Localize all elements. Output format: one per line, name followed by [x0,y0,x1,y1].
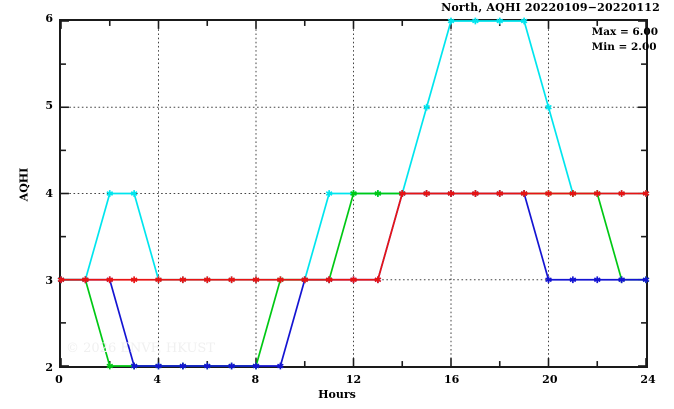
x-tick-label: 16 [444,373,460,386]
y-tick-label: 5 [45,99,53,113]
x-tick-label: 4 [153,373,161,386]
legend-min: Min = 2.00 [591,41,657,53]
x-tick-label: 12 [345,373,362,386]
y-tick-label: 6 [45,12,53,25]
y-tick-label: 4 [45,186,53,200]
x-tick-label: 24 [640,373,656,386]
legend-box: Max = 6.00 Min = 2.00 [592,25,658,55]
x-tick-label: 8 [251,373,260,386]
x-tick-label: 20 [542,373,558,386]
chart-title: North, AQHI 20220109−20220112 [441,1,660,14]
x-tick-label: 0 [55,373,63,386]
y-tick-label: 2 [45,361,53,374]
plot-area [57,17,650,370]
legend-max: Max = 6.00 [591,26,658,38]
x-axis-title: Hours [318,388,356,401]
y-axis-title: AQHI [17,167,31,202]
y-tick-label: 3 [45,273,53,287]
series-red [57,190,650,284]
plot-ink [57,17,650,370]
